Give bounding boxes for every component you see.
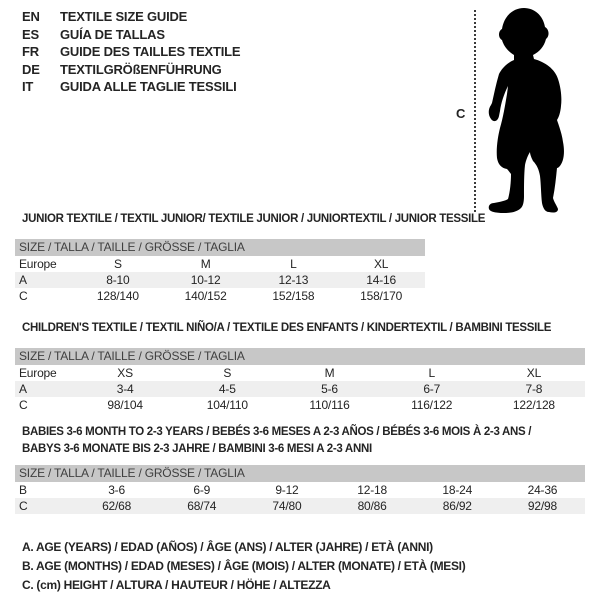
section-children: CHILDREN'S TEXTILE / TEXTIL NIÑO/A / TEX… [0, 320, 600, 413]
language-title: TEXTILGRÖßENFÜHRUNG [60, 61, 222, 77]
footnote: C. (cm) HEIGHT / ALTURA / HAUTEUR / HÖHE… [22, 578, 331, 592]
section-title: BABYS 3-6 MONATE BIS 2-3 JAHRE / BAMBINI… [22, 443, 372, 455]
size-header-bar: SIZE / TALLA / TAILLE / GRÖSSE / TAGLIA [15, 239, 425, 256]
table-cell: S [113, 257, 122, 271]
footnotes: A. AGE (YEARS) / EDAD (AÑOS) / ÂGE (ANS)… [22, 538, 466, 595]
size-table: SIZE / TALLA / TAILLE / GRÖSSE / TAGLIA … [15, 239, 425, 304]
row-label: A [19, 382, 27, 396]
table-body: B 3-6 6-9 9-12 12-18 18-24 24-36 C 62/68 68/74 74/… [15, 482, 585, 514]
size-table: SIZE / TALLA / TAILLE / GRÖSSE / TAGLIA … [15, 465, 585, 514]
size-header-bar: SIZE / TALLA / TAILLE / GRÖSSE / TAGLIA [15, 348, 585, 365]
section-title: BABIES 3-6 MONTH TO 2-3 YEARS / BEBÉS 3-… [22, 426, 532, 438]
table-cell: 5-6 [321, 382, 338, 396]
table-row: B 3-6 6-9 9-12 12-18 18-24 24-36 [15, 482, 585, 498]
table-cell: 14-16 [366, 273, 396, 287]
language-row: IT GUIDA ALLE TAGLIE TESSILI [22, 78, 240, 96]
section-title: CHILDREN'S TEXTILE / TEXTIL NIÑO/A / TEX… [22, 322, 552, 334]
language-title: TEXTILE SIZE GUIDE [60, 9, 188, 24]
table-cell: 4-5 [218, 382, 236, 396]
height-measure-label: C [456, 106, 466, 121]
table-cell: 98/104 [107, 398, 143, 412]
table-cell: 128/140 [96, 289, 139, 303]
language-row: EN TEXTILE SIZE GUIDE [22, 8, 240, 26]
table-row: A 3-4 4-5 5-6 6-7 7-8 [15, 381, 585, 397]
table-cell: L [428, 366, 435, 380]
table-body: Europe S M L XL A 8-10 10-12 12-13 14-16 C 128/140 1… [15, 256, 425, 304]
language-title: GUIDE DES TAILLES TEXTILE [60, 44, 241, 59]
language-title: GUÍA DE TALLAS [60, 26, 165, 42]
table-cell: 18-24 [442, 483, 473, 497]
table-cell: M [200, 257, 211, 271]
language-code: DE [22, 61, 40, 77]
table-cell: 68/74 [187, 499, 217, 513]
language-code: ES [22, 26, 39, 42]
language-row: FR GUIDE DES TAILLES TEXTILE [22, 43, 241, 61]
table-cell: 86/92 [442, 499, 472, 513]
table-cell: 10-12 [190, 273, 221, 287]
table-cell: 140/152 [184, 289, 227, 303]
row-label: C [19, 289, 28, 303]
size-table: SIZE / TALLA / TAILLE / GRÖSSE / TAGLIA … [15, 348, 585, 413]
language-code: EN [22, 9, 40, 24]
table-body: Europe XS S M L XL A 3-4 4-5 5-6 6-7 7-8 C 98/104 104/… [15, 365, 585, 413]
footnote: A. AGE (YEARS) / EDAD (AÑOS) / ÂGE (ANS)… [22, 540, 433, 554]
row-label: Europe [19, 366, 57, 380]
language-code: FR [22, 44, 39, 59]
table-cell: 24-36 [527, 483, 558, 497]
table-cell: M [324, 366, 335, 380]
table-cell: 12-18 [357, 483, 387, 497]
row-label: B [19, 483, 27, 497]
table-row: Europe S M L XL [15, 256, 425, 272]
table-cell: 6-7 [423, 382, 441, 396]
table-cell: 9-12 [275, 483, 299, 497]
table-cell: 122/128 [512, 398, 555, 412]
row-label: A [19, 273, 27, 287]
table-cell: 62/68 [102, 499, 132, 513]
table-row: A 8-10 10-12 12-13 14-16 [15, 272, 425, 288]
table-cell: 74/80 [272, 499, 302, 513]
table-cell: XL [373, 257, 389, 271]
table-cell: 3-6 [108, 483, 125, 497]
table-row: C 62/68 68/74 74/80 80/86 86/92 92/98 [15, 498, 585, 514]
toddler-silhouette-figure [488, 8, 564, 213]
table-cell: 104/110 [206, 398, 248, 412]
table-cell: 116/122 [411, 398, 453, 412]
language-code: IT [22, 79, 34, 94]
table-cell: 8-10 [106, 273, 130, 287]
table-cell: XL [526, 366, 542, 380]
table-cell: 3-4 [116, 382, 134, 396]
height-measure-line [474, 10, 476, 212]
table-row: C 98/104 104/110 110/116 116/122 122/128 [15, 397, 585, 413]
table-cell: 7-8 [525, 382, 543, 396]
table-cell: 92/98 [527, 499, 557, 513]
language-list: EN TEXTILE SIZE GUIDE ES GUÍA DE TALLAS … [22, 8, 241, 96]
section-babies: BABIES 3-6 MONTH TO 2-3 YEARS / BEBÉS 3-… [0, 424, 600, 514]
section-title: JUNIOR TEXTILE / TEXTIL JUNIOR/ TEXTILE … [22, 213, 486, 225]
table-row: C 128/140 140/152 152/158 158/170 [15, 288, 425, 304]
table-cell: 80/86 [357, 499, 387, 513]
language-row: DE TEXTILGRÖßENFÜHRUNG [22, 61, 240, 79]
table-cell: L [290, 257, 297, 271]
language-title: GUIDA ALLE TAGLIE TESSILI [60, 79, 237, 94]
row-label: C [19, 499, 28, 513]
footnote: B. AGE (MONTHS) / EDAD (MESES) / ÂGE (MO… [22, 559, 466, 573]
table-cell: 6-9 [193, 483, 211, 497]
table-cell: S [223, 366, 232, 380]
table-cell: 152/158 [272, 289, 315, 303]
table-cell: 12-13 [278, 273, 309, 287]
table-cell: XS [117, 366, 133, 380]
row-label: C [19, 398, 28, 412]
section-junior: JUNIOR TEXTILE / TEXTIL JUNIOR/ TEXTILE … [0, 211, 600, 304]
table-cell: 110/116 [309, 398, 350, 412]
table-row: Europe XS S M L XL [15, 365, 585, 381]
size-header-bar: SIZE / TALLA / TAILLE / GRÖSSE / TAGLIA [15, 465, 585, 482]
table-cell: 158/170 [360, 289, 403, 303]
row-label: Europe [19, 257, 57, 271]
language-row: ES GUÍA DE TALLAS [22, 26, 240, 44]
